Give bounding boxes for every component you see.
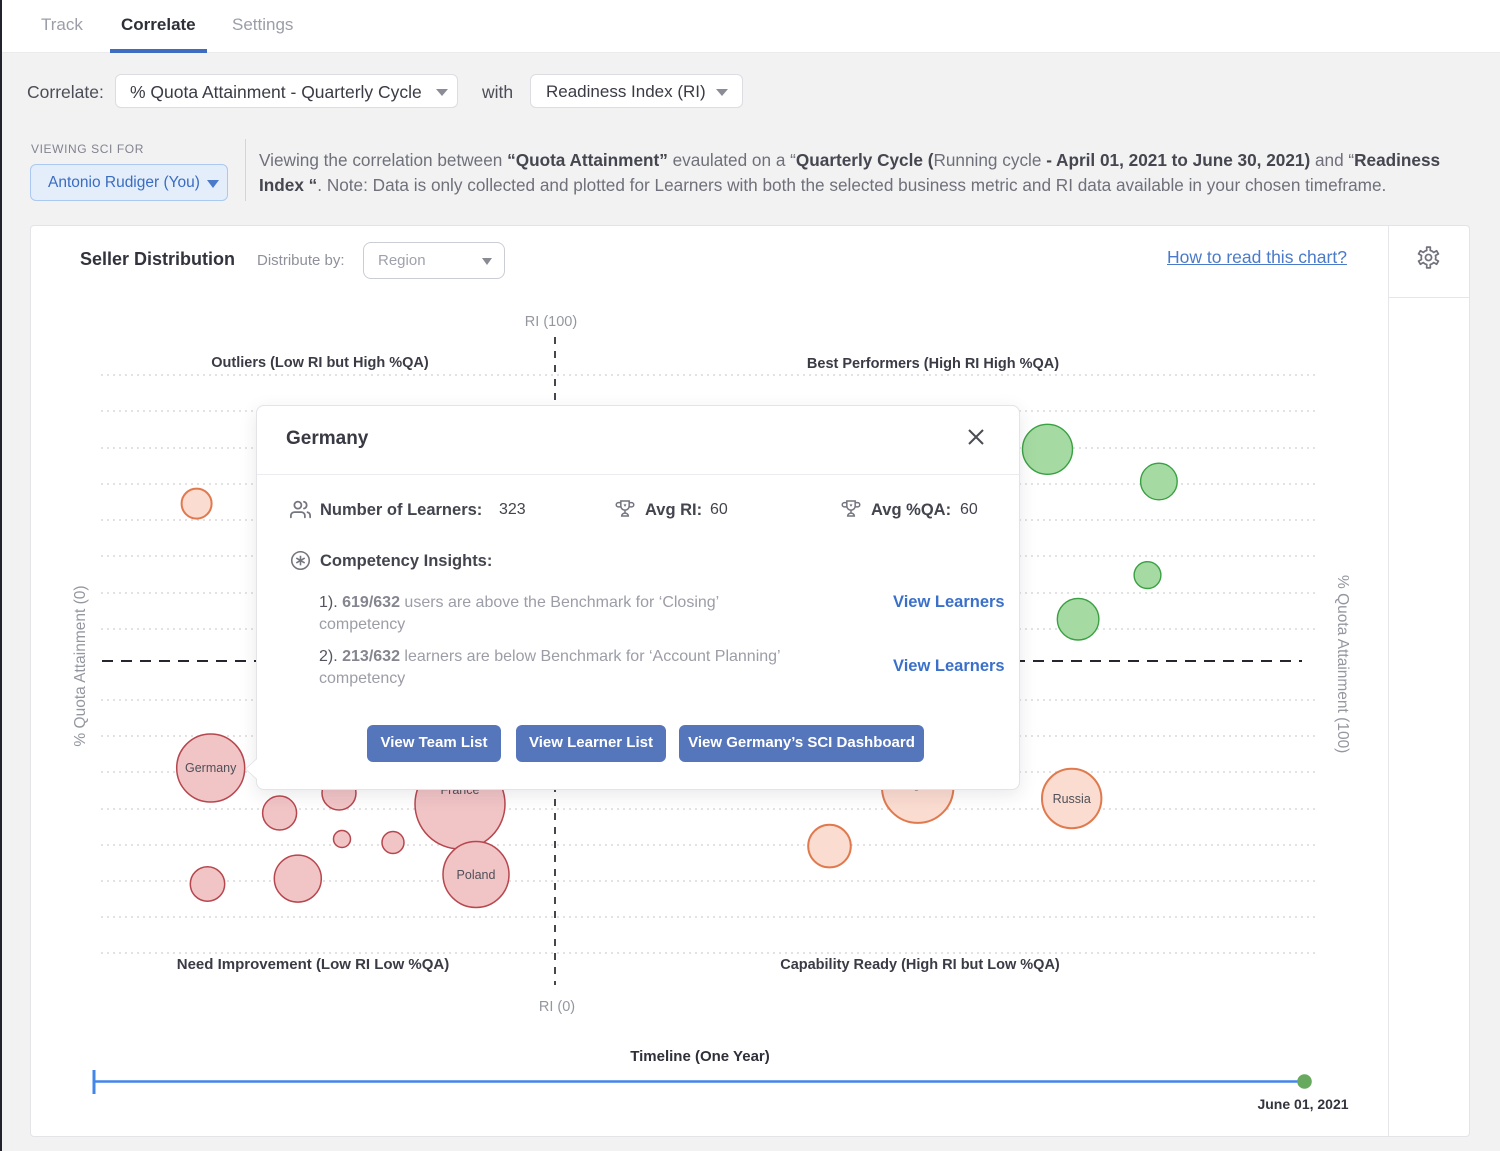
svg-text:Russia: Russia bbox=[1053, 792, 1091, 806]
svg-text:RI (100): RI (100) bbox=[525, 314, 577, 330]
svg-text:RI (0): RI (0) bbox=[539, 999, 575, 1015]
svg-text:Outliers (Low RI but High %QA): Outliers (Low RI but High %QA) bbox=[211, 355, 429, 371]
svg-text:Timeline (One Year): Timeline (One Year) bbox=[630, 1048, 770, 1065]
svg-text:Best Performers (High RI High: Best Performers (High RI High %QA) bbox=[807, 356, 1059, 372]
svg-text:Capability Ready (High RI but: Capability Ready (High RI but Low %QA) bbox=[780, 957, 1060, 973]
svg-text:Poland: Poland bbox=[457, 868, 496, 882]
svg-text:Need Improvement (Low RI Low %: Need Improvement (Low RI Low %QA) bbox=[177, 956, 450, 973]
svg-text:June 01, 2021: June 01, 2021 bbox=[1257, 1096, 1348, 1112]
svg-text:Germany: Germany bbox=[185, 761, 237, 775]
